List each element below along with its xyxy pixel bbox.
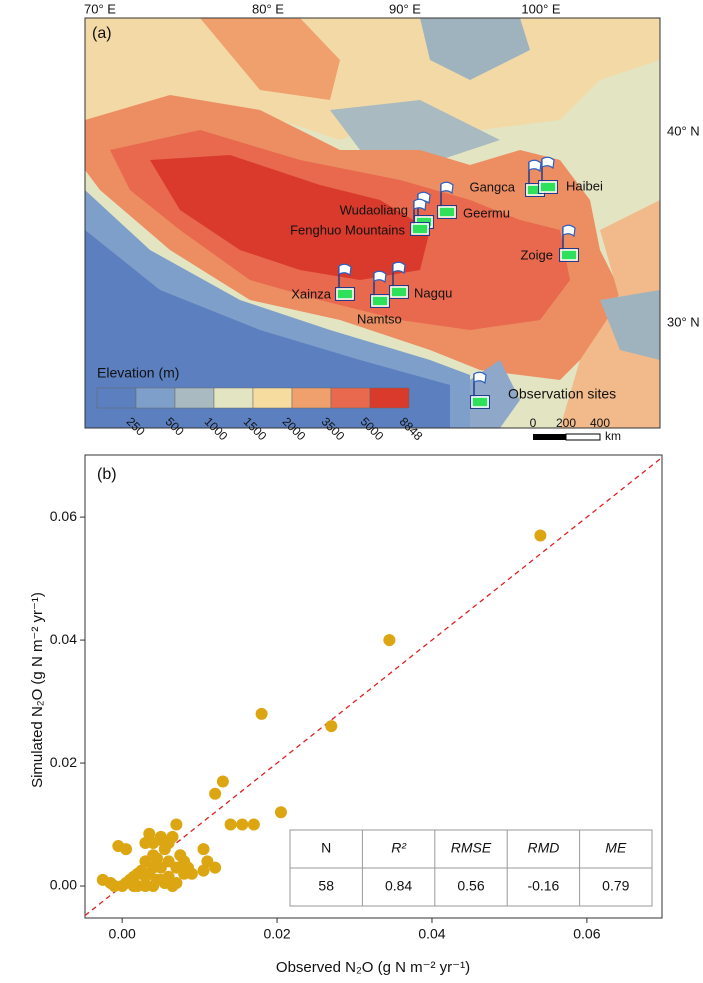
flag-cloth	[441, 182, 453, 193]
x-tick-label: 0.06	[573, 926, 600, 942]
data-point	[197, 865, 209, 877]
table-cell: 0.79	[602, 878, 629, 894]
flag-cloth	[374, 271, 386, 282]
flag-cloth	[563, 225, 575, 236]
lon-label: 100° E	[521, 1, 561, 16]
site-label: Haibei	[566, 178, 603, 193]
legend-swatch	[214, 388, 253, 408]
data-point	[147, 862, 159, 874]
scale-label: 0	[530, 416, 537, 430]
data-point	[534, 530, 546, 542]
x-tick-label: 0.00	[109, 926, 136, 942]
site-label: Geermu	[463, 205, 510, 220]
lat-label: 30° N	[667, 314, 700, 329]
scale-label: 200	[556, 416, 576, 430]
data-point	[256, 708, 268, 720]
y-tick-label: 0.00	[50, 877, 77, 893]
flag-cloth	[339, 264, 351, 275]
scale-label: 400	[590, 416, 610, 430]
data-point	[197, 843, 209, 855]
table-header: N	[321, 840, 331, 856]
lon-label: 70° E	[84, 1, 116, 16]
flag-base	[472, 397, 488, 407]
flag-cloth	[474, 372, 486, 383]
y-tick-label: 0.02	[50, 754, 77, 770]
figure: (a) 70° E 80° E 90° E 100° E 40° N 30° N…	[0, 0, 703, 983]
scale-bar	[533, 434, 566, 440]
data-point	[120, 843, 132, 855]
site-label: Gangca	[469, 179, 515, 194]
panel-label: (a)	[92, 25, 112, 42]
sites-legend: Observation sites	[508, 386, 616, 402]
table-header: R²	[391, 840, 407, 856]
legend-swatch	[370, 388, 409, 408]
table-cell: 0.56	[457, 878, 484, 894]
table-cell: 0.84	[385, 878, 412, 894]
site-label: Namtso	[357, 311, 402, 326]
table-cell: -0.16	[527, 878, 559, 894]
flag-base	[439, 207, 455, 217]
y-tick-label: 0.06	[50, 508, 77, 524]
site-label: Nagqu	[414, 285, 452, 300]
table-cell: 58	[318, 878, 334, 894]
data-point	[248, 819, 260, 831]
flag-cloth	[529, 160, 541, 171]
x-tick-label: 0.04	[418, 926, 445, 942]
data-point	[225, 819, 237, 831]
flag-base	[540, 182, 556, 192]
flag-base	[337, 289, 353, 299]
legend-swatch	[97, 388, 136, 408]
data-point	[143, 828, 155, 840]
table-header: ME	[605, 840, 627, 856]
flag-base	[412, 224, 428, 234]
data-point	[275, 806, 287, 818]
legend-title: Elevation (m)	[97, 365, 179, 381]
data-point	[217, 775, 229, 787]
flag-base	[391, 287, 407, 297]
x-tick-label: 0.02	[263, 926, 290, 942]
site-label: Fenghuo Mountains	[290, 222, 405, 237]
data-point	[139, 871, 151, 883]
table-header: RMD	[527, 840, 559, 856]
legend-swatch	[292, 388, 331, 408]
y-axis-label: Simulated N₂O (g N m⁻² yr⁻¹)	[29, 592, 46, 788]
legend-swatch	[175, 388, 214, 408]
flag-cloth	[414, 199, 426, 210]
data-point	[325, 720, 337, 732]
site-label: Xainza	[291, 286, 332, 301]
data-point	[159, 877, 171, 889]
site-label: Wudaoliang	[340, 202, 408, 217]
data-point	[209, 862, 221, 874]
y-tick-label: 0.04	[50, 631, 77, 647]
lat-label: 40° N	[667, 123, 700, 138]
lon-label: 80° E	[252, 1, 284, 16]
legend-swatch	[331, 388, 370, 408]
flag-base	[372, 296, 388, 306]
data-point	[170, 819, 182, 831]
data-point	[155, 834, 167, 846]
legend-swatch	[136, 388, 175, 408]
table-header: RMSE	[451, 840, 492, 856]
site-label: Zoige	[520, 247, 553, 262]
data-point	[236, 819, 248, 831]
data-point	[170, 877, 182, 889]
flag-cloth	[542, 157, 554, 168]
scale-bar	[566, 434, 600, 440]
flag-cloth	[393, 262, 405, 273]
data-point	[383, 634, 395, 646]
x-axis-label: Observed N₂O (g N m⁻² yr⁻¹)	[276, 959, 470, 976]
legend-swatch	[253, 388, 292, 408]
flag-base	[561, 250, 577, 260]
panel-label: (b)	[97, 466, 117, 483]
data-point	[182, 862, 194, 874]
data-point	[120, 877, 132, 889]
lon-label: 90° E	[389, 1, 421, 16]
data-point	[209, 788, 221, 800]
scale-label: km	[605, 429, 621, 443]
